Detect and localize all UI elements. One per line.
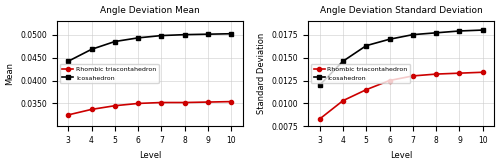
Icosahedron (433, 32, 439, 34)
Rhombic triacontahedron (456, 72, 462, 74)
Icosahedron (135, 37, 141, 39)
Line: Rhombic triacontahedron: Rhombic triacontahedron (66, 99, 234, 117)
Icosahedron (363, 45, 369, 47)
Icosahedron (316, 84, 322, 86)
Icosahedron (112, 40, 118, 42)
Rhombic triacontahedron (363, 89, 369, 91)
Rhombic triacontahedron (340, 100, 346, 102)
Rhombic triacontahedron (316, 118, 322, 120)
Rhombic triacontahedron (410, 75, 416, 77)
Line: Icosahedron: Icosahedron (66, 32, 234, 63)
Rhombic triacontahedron (158, 102, 164, 104)
Icosahedron (340, 60, 346, 62)
Legend: Rhombic triacontahedron, Icosahedron: Rhombic triacontahedron, Icosahedron (60, 64, 158, 83)
Rhombic triacontahedron (65, 114, 71, 116)
Title: Angle Deviation Standard Deviation: Angle Deviation Standard Deviation (320, 6, 482, 15)
Rhombic triacontahedron (135, 102, 141, 104)
Rhombic triacontahedron (112, 105, 118, 107)
Icosahedron (182, 34, 188, 36)
Rhombic triacontahedron (182, 102, 188, 104)
Legend: Rhombic triacontahedron, Icosahedron: Rhombic triacontahedron, Icosahedron (311, 64, 410, 83)
Icosahedron (410, 34, 416, 36)
Icosahedron (386, 38, 392, 40)
Icosahedron (65, 60, 71, 62)
Y-axis label: Standard Deviation: Standard Deviation (257, 33, 266, 114)
Icosahedron (205, 33, 211, 35)
Y-axis label: Mean: Mean (6, 62, 15, 85)
Icosahedron (158, 35, 164, 37)
Icosahedron (480, 29, 486, 31)
Icosahedron (228, 33, 234, 35)
Rhombic triacontahedron (228, 101, 234, 103)
Line: Rhombic triacontahedron: Rhombic triacontahedron (318, 70, 485, 121)
X-axis label: Level: Level (138, 151, 161, 160)
Title: Angle Deviation Mean: Angle Deviation Mean (100, 6, 200, 15)
Rhombic triacontahedron (386, 80, 392, 81)
Icosahedron (88, 48, 94, 50)
Icosahedron (456, 30, 462, 32)
Rhombic triacontahedron (205, 101, 211, 103)
Line: Icosahedron: Icosahedron (318, 28, 485, 87)
Rhombic triacontahedron (480, 71, 486, 73)
Rhombic triacontahedron (433, 73, 439, 75)
X-axis label: Level: Level (390, 151, 412, 160)
Rhombic triacontahedron (88, 108, 94, 110)
